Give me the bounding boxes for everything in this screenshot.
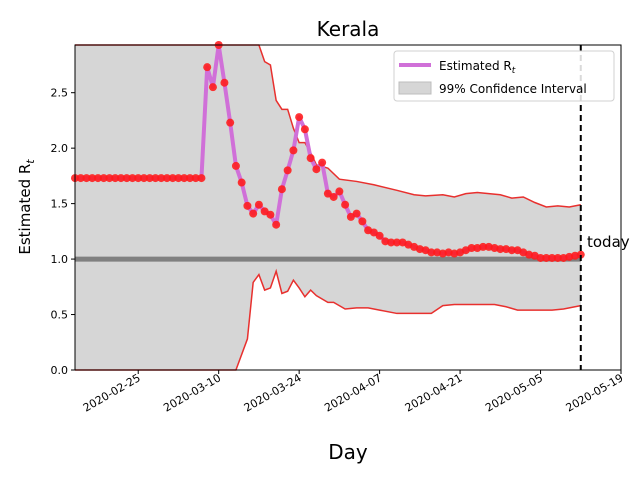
y-tick-label: 1.0 (51, 253, 69, 266)
estimate-point (82, 174, 91, 183)
estimate-point (266, 210, 275, 219)
estimate-point (116, 174, 125, 183)
ci-upper-line (75, 44, 581, 208)
estimate-point (306, 154, 315, 163)
estimate-point (105, 174, 114, 183)
legend-box (393, 50, 615, 102)
y-tick-label: 2.5 (51, 87, 69, 100)
estimate-point (134, 174, 143, 183)
estimate-point (88, 174, 97, 183)
estimate-point (553, 253, 562, 262)
estimate-point (312, 165, 321, 174)
estimate-point (496, 245, 505, 254)
estimate-point (162, 174, 171, 183)
estimate-point (231, 161, 240, 170)
estimate-point (157, 174, 166, 183)
estimate-point (139, 174, 148, 183)
y-tick-label: 1.5 (51, 198, 69, 211)
estimate-point (283, 166, 292, 175)
y-tick-label: 0.5 (51, 309, 69, 322)
estimate-point (536, 253, 545, 262)
y-axis-label-main: Estimated R (16, 164, 34, 255)
axes-frame (74, 44, 622, 371)
estimate-point (168, 174, 177, 183)
estimate-point (180, 174, 189, 183)
estimate-point (174, 174, 183, 183)
today-label: today (587, 233, 630, 251)
estimate-point (249, 209, 258, 218)
legend: Estimated Rt 99% Confidence Interval (393, 50, 615, 102)
estimate-point (99, 174, 108, 183)
x-tick-label: 2020-04-21 (403, 371, 465, 414)
estimate-point (341, 200, 350, 209)
estimate-point (392, 238, 401, 247)
estimate-point (467, 243, 476, 252)
legend-estimate-label: Estimated Rt (439, 59, 516, 76)
estimate-point (254, 200, 263, 209)
estimate-point (352, 209, 361, 218)
estimate-point (220, 78, 229, 87)
estimate-point (197, 174, 206, 183)
legend-interval-label: 99% Confidence Interval (439, 82, 587, 96)
x-tick-label: 2020-03-10 (161, 371, 223, 414)
x-tick-label: 2020-04-07 (322, 371, 384, 414)
estimate-point (318, 158, 327, 167)
estimate-point (226, 118, 235, 127)
y-tick-label: 2.0 (51, 142, 69, 155)
estimate-point (329, 192, 338, 201)
estimate-point (185, 174, 194, 183)
y-axis-label: Estimated Rt (16, 159, 37, 255)
estimate-point (128, 174, 137, 183)
estimate-point (375, 231, 384, 240)
estimate-point (93, 174, 102, 183)
estimate-point (111, 174, 120, 183)
confidence-band (75, 45, 581, 370)
legend-estimate-subscript: t (512, 66, 516, 76)
estimate-point (548, 253, 557, 262)
estimate-point (576, 250, 585, 259)
x-tick-label: 2020-05-05 (483, 371, 545, 414)
estimate-point (203, 63, 212, 72)
estimate-point (427, 248, 436, 257)
estimate-point (151, 174, 160, 183)
x-tick-label: 2020-02-25 (81, 371, 143, 414)
estimate-point (237, 178, 246, 187)
estimate-point (507, 246, 516, 255)
x-tick-label: 2020-03-24 (242, 371, 304, 414)
ci-lower-line (75, 268, 581, 371)
legend-interval-swatch (398, 81, 432, 95)
estimate-point (295, 113, 304, 122)
estimate-point (76, 174, 85, 183)
estimate-point (289, 146, 298, 155)
estimate-point (208, 83, 217, 92)
y-axis-label-subscript: t (24, 159, 37, 164)
estimate-point (358, 217, 367, 226)
estimate-point (335, 187, 344, 196)
estimate-point (243, 201, 252, 210)
estimate-point (387, 238, 396, 247)
estimate-point (277, 185, 286, 194)
x-tick-label: 2020-05-19 (564, 371, 626, 414)
legend-estimate-main: Estimated R (439, 59, 512, 73)
chart-title: Kerala (317, 17, 380, 41)
estimate-point (300, 125, 309, 134)
estimate-point (145, 174, 154, 183)
estimate-point (122, 174, 131, 183)
estimate-point (542, 253, 551, 262)
y-tick-label: 0.0 (51, 364, 69, 377)
estimate-point (191, 174, 200, 183)
estimate-point (272, 220, 281, 229)
estimate-point (479, 242, 488, 251)
x-axis-label: Day (328, 440, 368, 464)
